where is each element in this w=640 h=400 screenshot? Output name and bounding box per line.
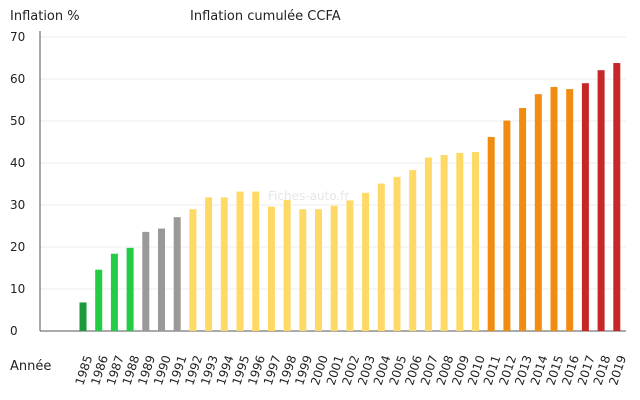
- bar: [79, 302, 87, 331]
- y-tick-label: 30: [10, 198, 25, 212]
- y-tick-label: 10: [10, 282, 25, 296]
- bar: [330, 205, 338, 331]
- bar: [346, 200, 354, 331]
- bar: [409, 170, 417, 331]
- bar: [283, 199, 291, 331]
- y-axis-title: Inflation %: [10, 9, 80, 24]
- bar: [252, 191, 260, 331]
- bar: [424, 157, 432, 331]
- bar: [519, 107, 527, 331]
- bar: [566, 89, 574, 331]
- bar: [142, 231, 150, 331]
- bar: [220, 197, 228, 331]
- bar: [613, 63, 621, 331]
- bar: [487, 136, 495, 331]
- bar: [472, 152, 479, 331]
- y-tick-label: 0: [10, 324, 18, 338]
- bar: [597, 70, 605, 332]
- bar: [299, 209, 307, 331]
- bar: [95, 269, 103, 331]
- bar: [393, 176, 401, 331]
- bar: [315, 209, 322, 331]
- bar: [581, 83, 589, 331]
- bar: [534, 94, 542, 332]
- bar: [440, 155, 448, 331]
- bar: [205, 197, 213, 331]
- chart-title: Inflation cumulée CCFA: [190, 9, 341, 24]
- bar: [126, 247, 134, 331]
- bar: [110, 253, 118, 331]
- x-axis-title: Année: [10, 359, 52, 374]
- bar: [456, 152, 464, 331]
- y-tick-label: 20: [10, 240, 25, 254]
- y-tick-label: 60: [10, 72, 25, 86]
- y-tick-label: 70: [10, 30, 25, 44]
- watermark: Fiches-auto.fr: [268, 189, 350, 203]
- bar: [267, 206, 275, 331]
- bar: [550, 86, 558, 331]
- bar: [503, 120, 511, 331]
- y-tick-label: 50: [10, 114, 25, 128]
- bar: [158, 228, 165, 331]
- y-tick-label: 40: [10, 156, 25, 170]
- bar: [189, 209, 197, 331]
- bar: [236, 191, 244, 331]
- bar: [173, 217, 181, 331]
- bar: [377, 183, 385, 331]
- bar: [362, 192, 370, 331]
